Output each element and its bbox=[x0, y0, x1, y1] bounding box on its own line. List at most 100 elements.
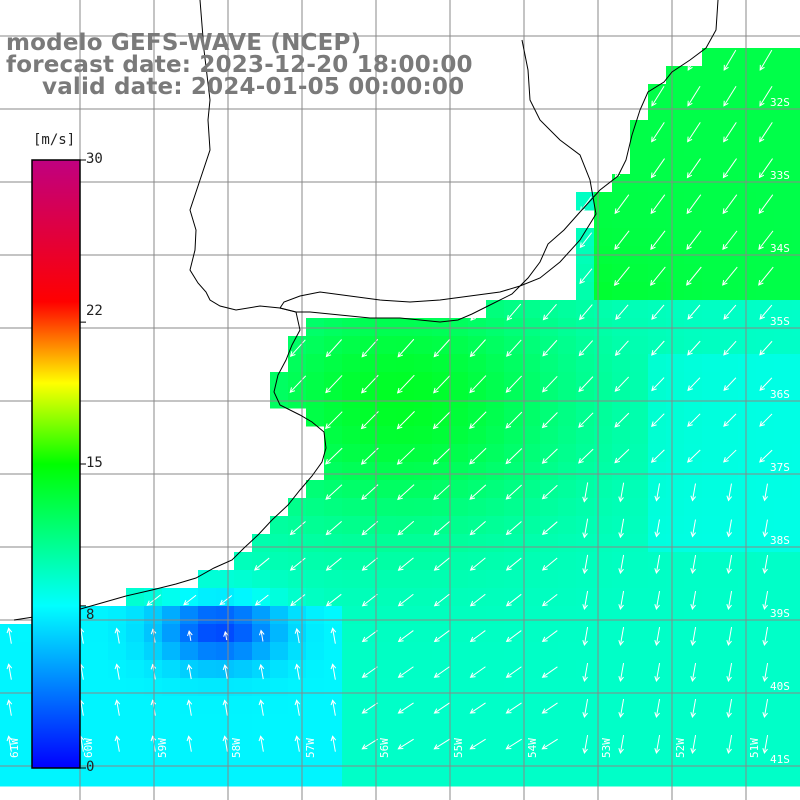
wind-arrow bbox=[433, 557, 450, 571]
wind-arrow bbox=[325, 521, 342, 536]
wind-arrow bbox=[258, 735, 265, 752]
wind-arrow bbox=[433, 484, 451, 501]
wind-arrow bbox=[579, 232, 593, 249]
lat-label: 33S bbox=[770, 169, 790, 182]
wind-arrow bbox=[330, 735, 337, 752]
wind-arrow bbox=[726, 626, 733, 646]
colorbar-unit-label: [m/s] bbox=[33, 132, 76, 148]
wind-arrow bbox=[505, 411, 523, 429]
wind-arrow bbox=[650, 449, 665, 463]
wind-arrow bbox=[726, 735, 733, 754]
wind-arrow bbox=[578, 412, 594, 428]
wind-arrow bbox=[6, 627, 13, 644]
wind-arrow bbox=[690, 554, 697, 574]
wind-arrow bbox=[542, 339, 558, 357]
wind-arrow bbox=[433, 374, 451, 394]
wind-arrow bbox=[361, 557, 378, 571]
wind-arrow bbox=[397, 738, 414, 750]
wind-arrow bbox=[649, 266, 666, 286]
wind-arrow bbox=[758, 266, 774, 286]
wind-arrow bbox=[618, 662, 625, 682]
lat-label: 34S bbox=[770, 242, 790, 255]
wind-arrow bbox=[722, 230, 738, 250]
wind-arrow bbox=[254, 594, 269, 606]
wind-arrow bbox=[469, 339, 486, 358]
wind-arrow bbox=[687, 304, 701, 320]
wind-arrow bbox=[651, 122, 665, 143]
wind-arrow bbox=[114, 699, 121, 716]
wind-arrow bbox=[650, 230, 666, 251]
wind-speed-field bbox=[0, 48, 800, 787]
wind-arrow bbox=[578, 448, 594, 464]
wind-arrow bbox=[541, 484, 558, 500]
wind-arrow bbox=[290, 594, 306, 607]
lat-label: 41S bbox=[770, 753, 790, 766]
wind-arrow bbox=[762, 519, 769, 538]
wind-arrow bbox=[541, 412, 558, 429]
wind-arrow bbox=[723, 340, 737, 356]
wind-arrow bbox=[505, 630, 522, 643]
wind-arrow bbox=[432, 447, 451, 465]
wind-arrow bbox=[579, 304, 593, 321]
wind-arrow bbox=[726, 699, 733, 718]
wind-arrow bbox=[186, 735, 193, 752]
wind-arrow bbox=[469, 375, 487, 394]
wind-arrow bbox=[469, 557, 486, 571]
wind-arrow bbox=[289, 557, 306, 571]
lon-label: 56W bbox=[378, 738, 391, 758]
colorbar-tick-label: 0 bbox=[86, 759, 95, 775]
wind-arrow bbox=[397, 666, 414, 678]
wind-arrow bbox=[758, 194, 774, 215]
wind-arrow bbox=[654, 519, 661, 538]
wind-arrow bbox=[723, 85, 737, 107]
wind-arrow bbox=[687, 377, 701, 392]
wind-arrow bbox=[759, 340, 773, 356]
wind-arrow bbox=[651, 413, 665, 428]
wind-arrow bbox=[687, 340, 701, 356]
lon-label: 53W bbox=[600, 738, 613, 758]
wind-arrow bbox=[726, 519, 733, 538]
wind-arrow bbox=[618, 518, 625, 539]
wind-arrow bbox=[505, 375, 523, 393]
wind-arrow bbox=[294, 663, 301, 680]
wind-arrow bbox=[578, 340, 594, 357]
wind-arrow bbox=[469, 411, 487, 429]
lat-label: 37S bbox=[770, 461, 790, 474]
wind-arrow bbox=[294, 627, 301, 644]
wind-arrow bbox=[618, 698, 625, 718]
wind-arrow bbox=[258, 629, 265, 642]
wind-arrow bbox=[654, 735, 661, 754]
wind-arrow bbox=[361, 738, 378, 750]
model-title: modelo GEFS-WAVE (NCEP) bbox=[6, 30, 362, 56]
wind-arrow bbox=[433, 593, 450, 607]
wind-arrow bbox=[542, 304, 557, 321]
wind-arrow bbox=[723, 304, 737, 320]
wind-arrow bbox=[759, 49, 773, 71]
wind-arrow bbox=[6, 699, 13, 716]
wind-arrow bbox=[258, 663, 265, 680]
wind-arrow bbox=[690, 698, 697, 718]
wind-arrow bbox=[614, 412, 630, 428]
wind-arrow bbox=[578, 376, 594, 393]
wind-arrow bbox=[762, 554, 769, 574]
wind-arrow bbox=[651, 377, 665, 392]
wind-arrow bbox=[541, 448, 558, 464]
lat-label: 38S bbox=[770, 534, 790, 547]
wind-arrow bbox=[723, 377, 737, 392]
wind-arrow bbox=[222, 664, 229, 679]
wind-arrow bbox=[613, 266, 630, 286]
wind-arrow bbox=[541, 521, 558, 535]
wind-arrow bbox=[325, 339, 342, 358]
wind-arrow bbox=[396, 374, 415, 394]
wind-arrow bbox=[541, 630, 558, 643]
wind-arrow bbox=[759, 377, 773, 391]
wind-arrow bbox=[289, 375, 307, 393]
wind-arrow bbox=[690, 590, 697, 610]
wind-arrow bbox=[618, 554, 625, 575]
colorbar-tick-label: 30 bbox=[86, 151, 103, 167]
wind-arrow bbox=[6, 735, 13, 752]
wind-arrow bbox=[470, 303, 486, 321]
wind-arrow bbox=[686, 449, 701, 463]
wind-arrow bbox=[614, 376, 630, 392]
lon-label: 58W bbox=[230, 738, 243, 758]
